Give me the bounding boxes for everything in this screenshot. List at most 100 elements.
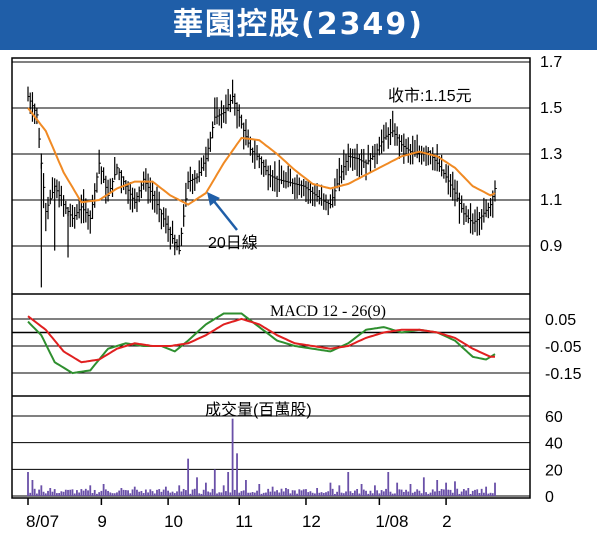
annotation-arrowhead [207,192,220,206]
volume-bar [120,488,123,496]
volume-bar [240,491,243,496]
volume-bar [345,491,347,496]
volume-bar [460,491,463,496]
volume-bar [182,488,185,496]
volume-bar [405,489,407,496]
volume-bar [451,492,454,496]
volume-bar [51,491,54,496]
volume-bar [193,488,196,496]
chart-title: 華園控股(2349) [173,7,424,42]
volume-bar [211,488,214,496]
volume-bar [300,490,303,496]
volume-bar [442,489,445,496]
volume-bar [149,489,152,496]
volume-bar [447,489,450,496]
volume-bar [33,488,36,496]
volume-bar [233,489,236,496]
volume-bar [140,490,143,496]
volume-bar [38,489,41,496]
volume-bar [73,493,76,496]
volume-bar [196,477,198,496]
volume-bar [313,493,316,496]
volume-bar [151,491,154,496]
volume-bar [173,493,176,496]
volume-bar [118,490,121,496]
close-price-annotation: 收市:1.15元 [388,87,472,105]
volume-bar [227,472,230,496]
volume-bar [487,493,490,496]
volume-bar [127,490,129,496]
volume-bar [469,493,472,496]
volume-bar [111,493,114,496]
volume-bar [367,493,370,496]
volume-bar [382,491,385,496]
volume-bar [389,491,392,496]
volume-bar [262,492,265,496]
volume-bar [342,493,345,496]
volume-bar [371,493,374,496]
volume-bar [347,472,350,496]
volume-bar [40,485,43,496]
macd-title: MACD 12 - 26(9) [270,303,386,320]
volume-bar [76,490,78,496]
volume-bar [258,484,261,496]
volume-bar [147,492,149,496]
volume-bar [209,492,212,496]
volume-bar [133,486,136,496]
price-tick-label: 0.9 [540,238,562,255]
volume-bar [289,493,292,496]
volume-bar [78,492,81,496]
volume-bar [136,489,138,496]
title-bar: 華園控股(2349) [0,0,597,50]
volume-bar [116,492,118,496]
volume-bar [302,489,305,496]
volume-bar [260,493,263,496]
volume-bar [311,492,314,496]
volume-bar [436,480,439,496]
macd-tick-label: 0.05 [545,312,576,329]
volume-bar [340,492,343,496]
volume-bar [409,484,412,496]
volume-bar [318,492,321,496]
volume-bar [89,485,92,496]
volume-bar [273,491,276,496]
volume-bar [44,493,47,496]
x-tick-label: 12 [302,512,321,531]
volume-bar [138,491,141,496]
volume-bar [62,491,65,496]
volume-bar [256,490,258,496]
volume-bar [64,489,67,496]
price-tick-label: 1.1 [540,192,562,209]
volume-tick-label: 40 [545,436,563,453]
volume-bar [189,493,192,496]
volume-bar [171,491,174,496]
volume-bar [327,491,330,496]
volume-bar [485,486,488,496]
volume-bar [162,489,165,496]
volume-bar [387,472,390,496]
volume-bar [398,489,401,496]
volume-bar [113,493,116,496]
volume-bar [238,492,241,496]
volume-bar [160,491,163,496]
signal-line [27,315,495,364]
macd-tick-label: -0.15 [545,366,582,383]
volume-bar [462,489,465,496]
volume-bar [82,490,85,496]
volume-bar [253,492,256,496]
chart-frame [11,57,531,499]
ma20-line [27,107,496,206]
volume-bar [494,482,496,496]
volume-bar [102,484,105,496]
volume-bar [402,491,405,496]
volume-bar [280,488,283,496]
volume-bar [251,492,254,496]
volume-bar [27,472,29,496]
volume-bar [449,489,452,496]
volume-bar [98,492,101,496]
volume-bar [480,488,483,496]
volume-bar [56,493,58,496]
volume-bar [427,493,430,496]
volume-tick-label: 20 [545,462,563,479]
volume-bar [124,490,127,496]
